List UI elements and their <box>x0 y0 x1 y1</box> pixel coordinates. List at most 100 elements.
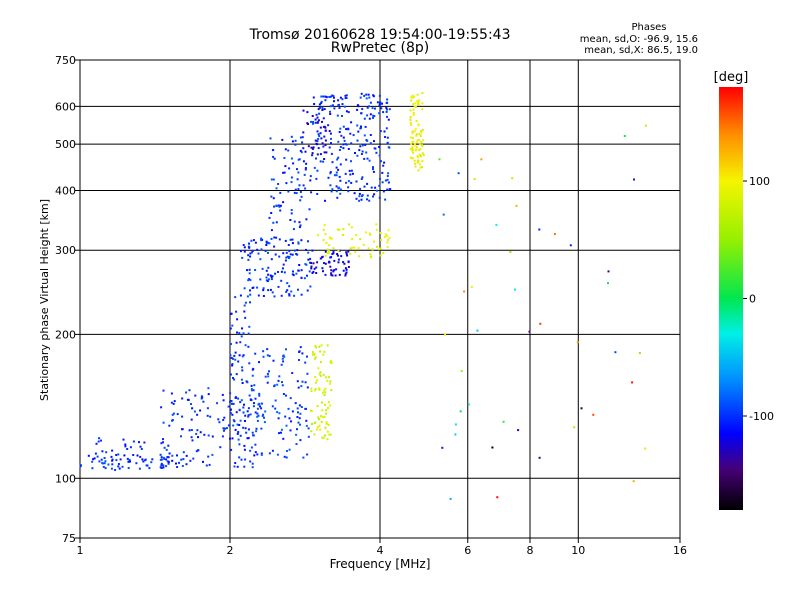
data-point <box>470 285 473 288</box>
data-point <box>592 413 595 416</box>
data-point <box>305 248 307 251</box>
data-point <box>240 458 243 461</box>
data-point <box>363 185 366 188</box>
data-point <box>359 238 362 241</box>
data-point <box>248 268 251 271</box>
stats-o-line: mean, sd,O: -96.9, 15.6 <box>580 34 698 45</box>
data-point <box>250 384 253 387</box>
data-point <box>356 154 359 157</box>
data-point <box>385 106 388 109</box>
data-point <box>171 413 174 416</box>
data-point <box>311 115 314 117</box>
data-point <box>411 137 414 139</box>
data-point <box>384 233 387 236</box>
data-point <box>314 139 317 142</box>
data-point <box>421 152 424 155</box>
data-point <box>284 148 287 151</box>
data-point <box>415 141 418 144</box>
data-point <box>127 467 130 469</box>
data-point <box>247 258 250 261</box>
data-point <box>335 166 338 169</box>
data-point <box>238 332 241 335</box>
data-point <box>290 181 293 184</box>
data-point <box>248 278 251 281</box>
data-point <box>295 192 298 195</box>
data-point <box>195 450 198 453</box>
data-point <box>298 221 301 224</box>
data-point <box>188 429 191 432</box>
data-point <box>254 443 257 446</box>
data-point <box>265 269 268 272</box>
data-point <box>329 110 331 113</box>
data-point <box>221 393 224 396</box>
data-point <box>251 431 254 434</box>
data-point <box>369 255 372 258</box>
data-point <box>162 441 164 444</box>
data-point <box>345 128 348 131</box>
data-point <box>277 285 280 288</box>
data-point <box>114 469 117 471</box>
data-point <box>162 464 165 467</box>
data-point <box>357 105 360 108</box>
data-point <box>326 379 329 382</box>
data-point <box>288 250 291 253</box>
data-point <box>330 389 333 392</box>
data-point <box>326 430 329 433</box>
data-point <box>514 288 516 291</box>
data-point <box>285 290 288 293</box>
data-point <box>327 423 330 426</box>
data-point <box>330 142 332 145</box>
data-point <box>119 458 122 461</box>
data-point <box>254 241 257 244</box>
data-point <box>267 266 270 269</box>
data-point <box>256 407 259 410</box>
data-point <box>270 276 273 278</box>
data-point <box>101 461 104 464</box>
data-point <box>414 102 417 105</box>
data-point <box>314 118 317 121</box>
data-point <box>296 428 298 431</box>
data-point <box>247 332 250 335</box>
data-point <box>411 94 414 97</box>
data-point <box>196 429 199 432</box>
data-point <box>267 251 269 254</box>
data-point <box>345 94 348 97</box>
data-point <box>231 413 234 416</box>
x-tick-label: 6 <box>464 544 471 557</box>
data-point <box>363 134 366 137</box>
data-point <box>327 176 330 179</box>
data-point <box>304 168 307 171</box>
data-point <box>238 443 241 446</box>
data-point <box>302 456 305 459</box>
data-point <box>180 458 183 461</box>
data-point <box>310 390 313 393</box>
data-point <box>368 105 371 108</box>
data-point <box>246 437 249 440</box>
data-point <box>317 133 320 136</box>
data-point <box>365 93 368 96</box>
data-point <box>415 145 418 148</box>
data-point <box>292 270 294 273</box>
data-point <box>374 186 377 189</box>
data-point <box>298 404 301 407</box>
data-point <box>344 172 347 175</box>
data-point <box>413 130 416 133</box>
data-point <box>277 379 280 382</box>
data-point <box>324 403 326 406</box>
data-point <box>310 267 313 270</box>
data-point <box>338 107 341 109</box>
data-point <box>341 103 344 106</box>
data-point <box>316 405 319 407</box>
data-point <box>244 414 247 417</box>
data-point <box>342 125 345 128</box>
data-point <box>160 462 163 465</box>
data-point <box>415 133 418 136</box>
data-point <box>275 187 278 190</box>
data-point <box>277 204 280 207</box>
data-point <box>316 140 319 143</box>
data-point <box>279 209 282 212</box>
data-point <box>357 130 360 133</box>
data-point <box>301 352 304 355</box>
data-point <box>389 188 392 190</box>
data-point <box>409 156 412 159</box>
